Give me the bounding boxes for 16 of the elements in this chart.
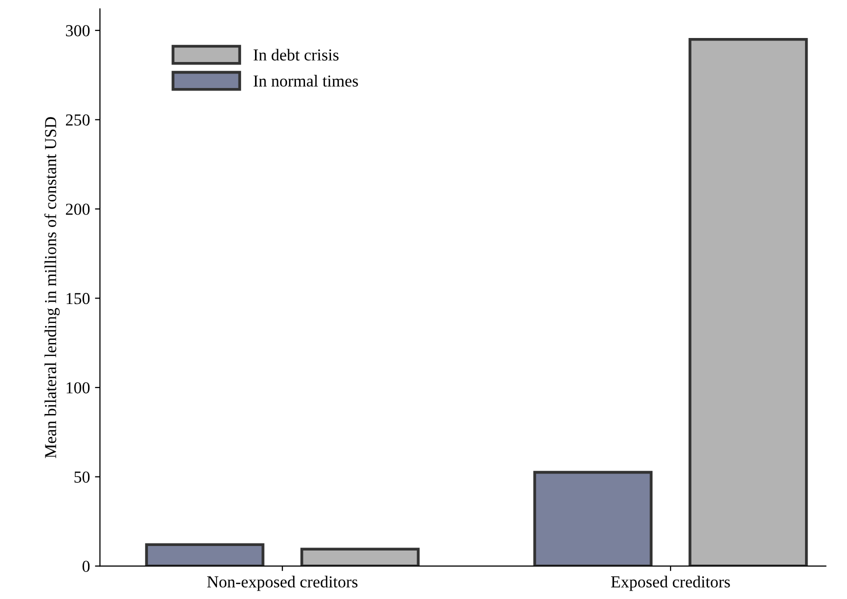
y-tick-label: 300 — [66, 25, 90, 36]
y-tick-label: 50 — [74, 471, 90, 483]
y-tick-label: 250 — [66, 114, 90, 126]
y-tick-label: 0 — [82, 560, 90, 572]
legend-label: In normal times — [254, 74, 358, 87]
y-tick-label: 100 — [66, 382, 90, 394]
x-tick-label: Non-exposed creditors — [207, 576, 358, 591]
bar — [300, 548, 420, 566]
bar — [688, 38, 808, 566]
x-tick-label: Exposed creditors — [611, 576, 730, 591]
y-axis-title: Mean bilateral lending in millions of constant USD — [44, 117, 60, 458]
y-tick-label: 200 — [66, 204, 90, 215]
legend-label: In debt crisis — [254, 48, 339, 61]
bar — [533, 470, 653, 566]
bar — [145, 543, 264, 566]
y-tick-label: 150 — [66, 292, 90, 304]
